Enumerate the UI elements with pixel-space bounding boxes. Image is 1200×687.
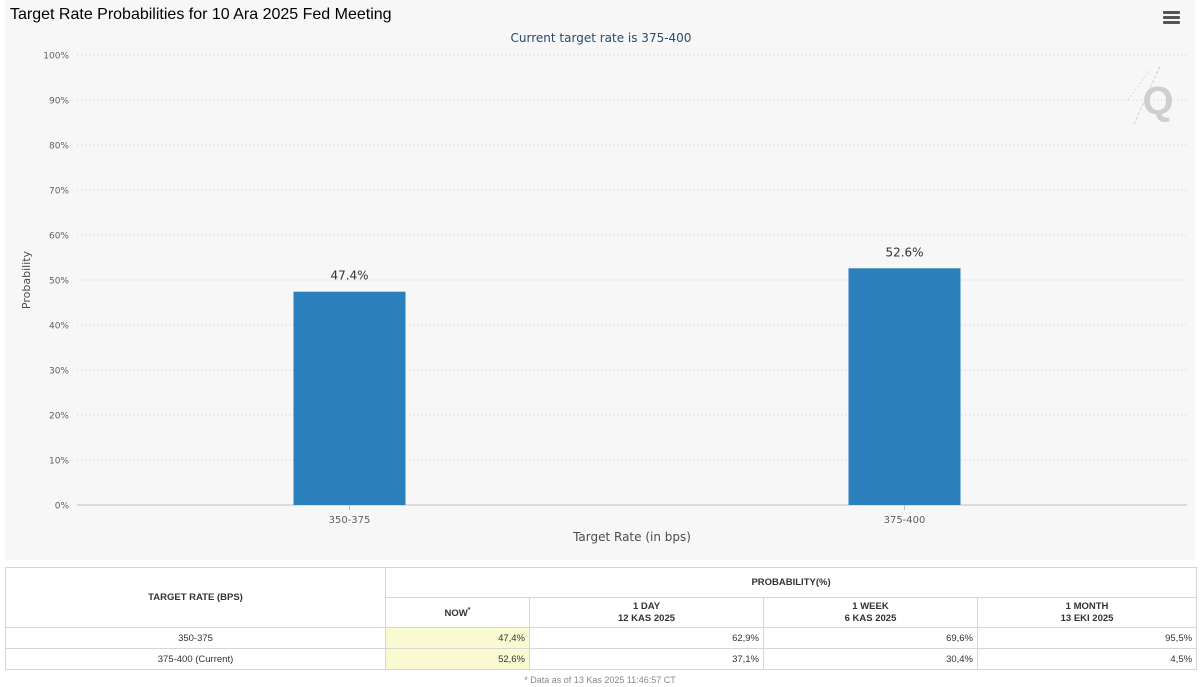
target-rate-cell: 350-375 xyxy=(5,627,386,649)
y-tick-label: 10% xyxy=(49,457,69,467)
column-header-1-day: 1 DAY 12 KAS 2025 xyxy=(529,597,764,628)
probability-cell: 47,4% xyxy=(385,627,530,649)
target-rate-cell: 375-400 (Current) xyxy=(5,648,386,670)
probability-cell: 95,5% xyxy=(976,627,1198,649)
chart-panel xyxy=(5,0,1195,560)
x-tick-label: 350-375 xyxy=(329,515,371,526)
probability-table: TARGET RATE (BPS) PROBABILITY(%) NOW* 1 … xyxy=(5,567,1198,670)
x-axis-label: Target Rate (in bps) xyxy=(572,530,691,544)
column-header-1-week: 1 WEEK 6 KAS 2025 xyxy=(763,597,978,628)
data-timestamp-footnote: * Data as of 13 Kas 2025 11:46:57 CT xyxy=(524,675,676,685)
y-tick-label: 40% xyxy=(49,322,69,332)
y-tick-label: 30% xyxy=(49,367,69,377)
y-tick-label: 0% xyxy=(55,502,70,512)
page-title: Target Rate Probabilities for 10 Ara 202… xyxy=(10,6,392,23)
bar[interactable] xyxy=(848,268,961,505)
probability-cell: 62,9% xyxy=(529,627,764,649)
probability-cell: 4,5% xyxy=(976,648,1198,670)
y-tick-label: 70% xyxy=(49,187,69,197)
y-tick-label: 90% xyxy=(49,97,69,107)
chart-subtitle: Current target rate is 375-400 xyxy=(511,31,692,45)
bar-chart: 0% 10% 20% 30% 40% 50% 60% 70% 80% 90% 100% 47.4% 5… xyxy=(20,31,1187,544)
y-tick-label: 100% xyxy=(43,52,69,62)
bar[interactable] xyxy=(293,291,406,505)
column-header-now: NOW* xyxy=(385,597,530,628)
target-rate-header: TARGET RATE (BPS) xyxy=(5,567,386,628)
probability-cell: 37,1% xyxy=(529,648,764,670)
probability-header: PROBABILITY(%) xyxy=(384,567,1198,598)
y-tick-label: 20% xyxy=(49,412,69,422)
bar-data-label: 47.4% xyxy=(330,269,368,283)
y-tick-label: 80% xyxy=(49,142,69,152)
bar-data-label: 52.6% xyxy=(885,245,923,259)
column-header-1-month: 1 MONTH 13 EKI 2025 xyxy=(976,597,1198,628)
y-axis-label: Probability xyxy=(20,250,33,309)
probability-cell: 69,6% xyxy=(763,627,978,649)
y-tick-label: 60% xyxy=(49,232,69,242)
hamburger-menu-icon[interactable] xyxy=(1163,11,1180,25)
probability-cell: 52,6% xyxy=(385,648,530,670)
table-row: 350-375 47,4% 62,9% 69,6% 95,5% xyxy=(5,627,1198,649)
x-tick-label: 375-400 xyxy=(884,515,926,526)
q-logo-icon: Q xyxy=(1127,65,1174,125)
table-row: 375-400 (Current) 52,6% 37,1% 30,4% 4,5% xyxy=(5,648,1198,670)
probability-cell: 30,4% xyxy=(763,648,978,670)
y-tick-label: 50% xyxy=(49,277,69,287)
svg-text:Q: Q xyxy=(1142,79,1173,123)
